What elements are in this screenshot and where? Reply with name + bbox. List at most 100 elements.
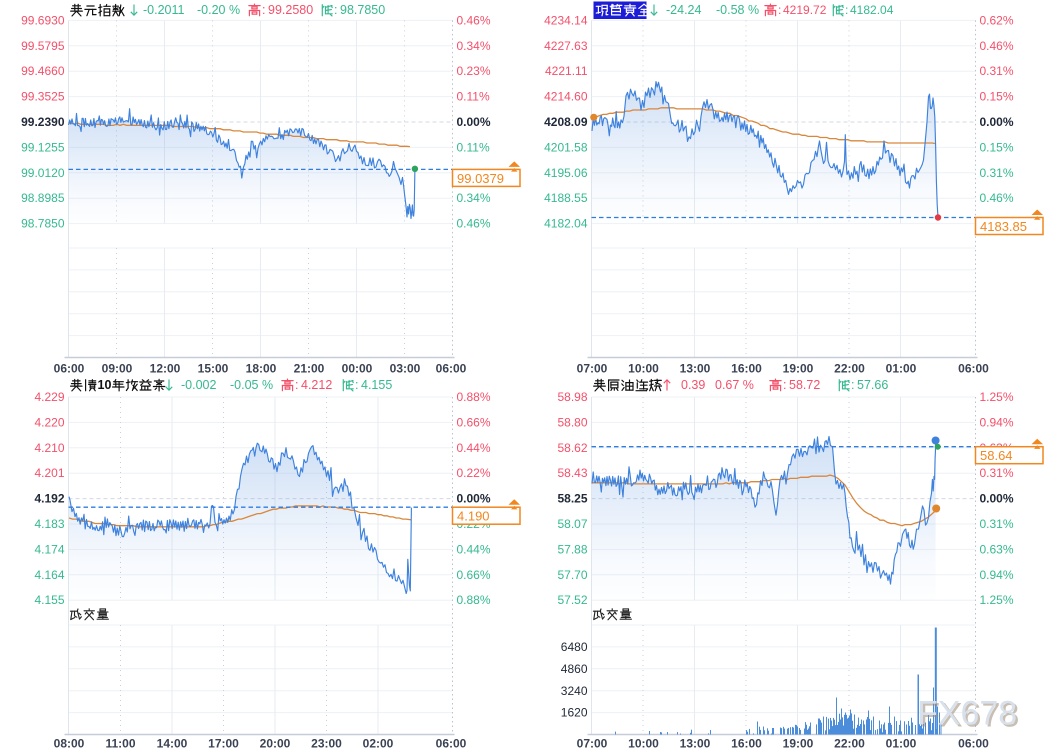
svg-text:12:00: 12:00 [150,362,181,376]
svg-text:4.229: 4.229 [34,390,64,404]
svg-text:0.46%: 0.46% [980,39,1014,53]
svg-text:06:00: 06:00 [436,737,467,750]
svg-text:06:00: 06:00 [958,737,989,750]
svg-text:4201.58: 4201.58 [544,140,588,154]
svg-text:0.34%: 0.34% [457,191,491,205]
svg-text::: : [851,378,854,392]
svg-text:23:00: 23:00 [311,737,342,750]
svg-text:0.46%: 0.46% [457,217,491,231]
svg-text:10:00: 10:00 [628,737,659,750]
svg-text:0.11%: 0.11% [457,140,490,154]
svg-text::: : [778,3,781,17]
svg-text:02:00: 02:00 [363,737,394,750]
svg-text:0.00%: 0.00% [457,492,491,506]
svg-text:0.22%: 0.22% [457,466,491,480]
svg-text:4182.04: 4182.04 [544,217,588,231]
svg-text:4.190: 4.190 [457,509,490,524]
svg-text:99.5795: 99.5795 [21,39,65,53]
svg-text:08:00: 08:00 [54,737,85,750]
svg-text:14:00: 14:00 [157,737,188,750]
svg-text:16:00: 16:00 [731,362,762,376]
svg-text:17:00: 17:00 [208,737,239,750]
svg-text:16:00: 16:00 [731,737,762,750]
svg-text:0.11%: 0.11% [457,90,490,104]
svg-text:99.1255: 99.1255 [21,140,65,154]
svg-text:0.00%: 0.00% [457,115,491,129]
svg-text:0.39: 0.39 [681,378,705,392]
svg-text:4.201: 4.201 [34,466,64,480]
svg-text:99.3525: 99.3525 [21,90,65,104]
svg-text:0.31%: 0.31% [980,64,1014,78]
svg-text:57.70: 57.70 [557,568,587,582]
svg-text:58.07: 58.07 [557,517,587,531]
svg-text:13:00: 13:00 [680,737,711,750]
svg-text:99.2390: 99.2390 [21,115,65,129]
svg-text:0.67 %: 0.67 % [715,378,754,392]
svg-text:-0.05 %: -0.05 % [230,378,273,392]
svg-text:58.43: 58.43 [557,466,587,480]
svg-text:4214.60: 4214.60 [544,90,588,104]
svg-text:0.66%: 0.66% [457,415,491,429]
svg-text:0.46%: 0.46% [980,191,1014,205]
svg-text:4221.11: 4221.11 [545,64,588,78]
svg-text:0.88%: 0.88% [457,390,491,404]
svg-text:4195.06: 4195.06 [544,166,588,180]
svg-text:20:00: 20:00 [260,737,291,750]
svg-text:00:00: 00:00 [342,362,373,376]
svg-text:4183.85: 4183.85 [980,219,1027,234]
svg-text:57.66: 57.66 [857,378,888,392]
svg-text:0.34%: 0.34% [457,39,491,53]
svg-text:57.88: 57.88 [557,542,587,556]
svg-text:0.46%: 0.46% [457,13,491,27]
svg-text:58.98: 58.98 [557,390,587,404]
svg-text:1.25%: 1.25% [980,390,1014,404]
svg-text:99.0379: 99.0379 [457,171,504,186]
svg-text::: : [355,378,358,392]
svg-text:98.7850: 98.7850 [21,217,65,231]
svg-text:13:00: 13:00 [680,362,711,376]
svg-text:58.64: 58.64 [980,448,1013,463]
svg-text:4188.55: 4188.55 [544,191,588,205]
svg-text:58.72: 58.72 [789,378,820,392]
svg-text:58.25: 58.25 [557,492,587,506]
svg-text:4.155: 4.155 [361,378,392,392]
svg-text:4208.09: 4208.09 [544,115,588,129]
svg-text::: : [783,378,786,392]
svg-text:01:00: 01:00 [886,362,917,376]
svg-text:57.52: 57.52 [557,593,587,607]
svg-text:4.174: 4.174 [34,542,64,556]
svg-text:19:00: 19:00 [783,362,814,376]
svg-text:07:00: 07:00 [577,362,608,376]
svg-text:0.00%: 0.00% [980,115,1014,129]
svg-text:0.00%: 0.00% [980,492,1014,506]
svg-text:98.7850: 98.7850 [340,3,385,17]
svg-text:-0.002: -0.002 [181,378,216,392]
svg-text:06:00: 06:00 [54,362,85,376]
svg-text:22:00: 22:00 [834,362,865,376]
svg-text:06:00: 06:00 [436,362,467,376]
svg-text:22:00: 22:00 [834,737,865,750]
svg-text:-0.58 %: -0.58 % [716,3,759,17]
svg-text:10:00: 10:00 [628,362,659,376]
svg-text:FX678: FX678 [917,695,1017,733]
svg-text:15:00: 15:00 [198,362,229,376]
svg-text:0.15%: 0.15% [980,90,1014,104]
svg-text:03:00: 03:00 [390,362,421,376]
svg-text:0.88%: 0.88% [457,593,491,607]
svg-text:-24.24: -24.24 [666,3,701,17]
svg-text:19:00: 19:00 [783,737,814,750]
svg-text:58.80: 58.80 [557,415,587,429]
svg-text:99.6930: 99.6930 [21,13,65,27]
svg-text:4.212: 4.212 [301,378,332,392]
svg-text:98.8985: 98.8985 [21,191,65,205]
svg-text:11:00: 11:00 [105,737,135,750]
svg-text:0.15%: 0.15% [980,140,1014,154]
svg-text:3240: 3240 [561,684,588,698]
svg-text:01:00: 01:00 [886,737,917,750]
svg-text:0.31%: 0.31% [980,466,1014,480]
svg-text:0.44%: 0.44% [457,542,491,556]
svg-text:1620: 1620 [561,706,588,720]
svg-text:0.66%: 0.66% [457,568,491,582]
svg-text:07:00: 07:00 [577,737,608,750]
svg-text:18:00: 18:00 [246,362,277,376]
